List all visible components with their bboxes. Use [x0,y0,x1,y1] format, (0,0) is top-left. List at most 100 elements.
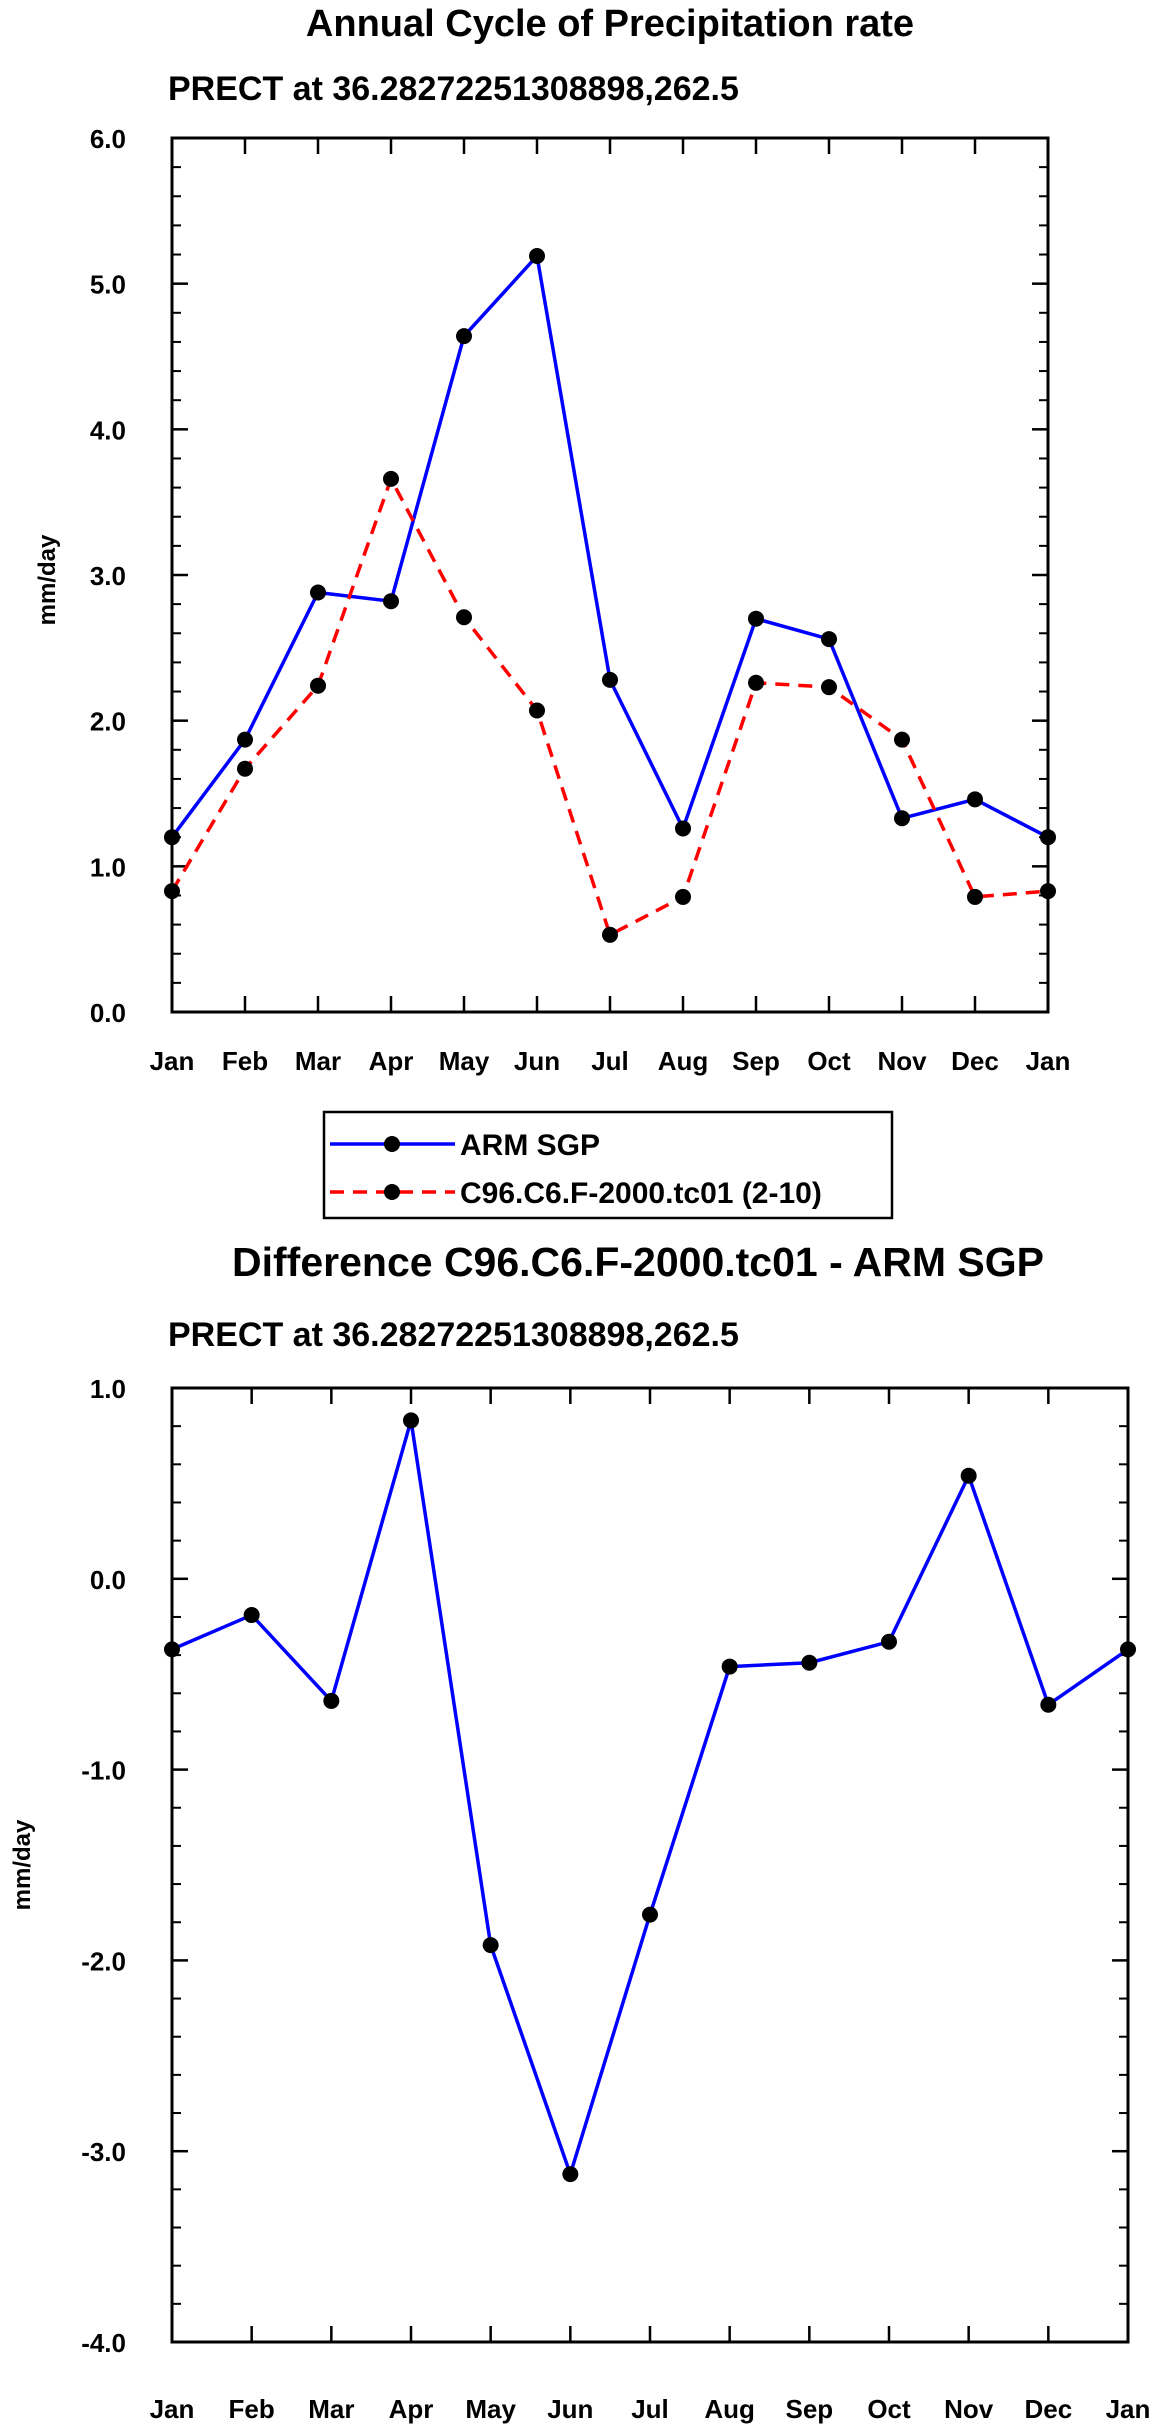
series-1-point [529,247,545,264]
x-tick-label: Nov [944,2394,994,2424]
series-1-point [383,593,399,610]
y-tick-label: -1.0 [81,1756,126,1786]
legend-marker-model [384,1184,400,1200]
chart2-plot-frame [170,1386,1130,2344]
series-line-2 [170,477,1049,937]
chart2-labels: Jan Feb Mar Apr May Jun Jul Aug Sep Oct Nov Dec Jan -… [81,1374,1150,2424]
series-1-point [1040,1696,1057,1713]
y-tick-label: 6.0 [90,124,126,154]
chart2-ticks [170,1386,1130,2344]
x-tick-label: Oct [807,1046,851,1076]
y-tick-label: 4.0 [90,415,126,445]
y-tick-label: 5.0 [90,270,126,300]
series-2-point [748,674,764,691]
x-tick-label: Feb [229,2394,275,2424]
chart1-legend: ARM SGP C96.C6.F-2000.tc01 (2-10) [322,1110,894,1220]
y-tick-label: 2.0 [90,707,126,737]
series-1-point [894,810,910,827]
series-1-point [1120,1641,1136,1658]
legend-box [322,1110,894,1220]
legend-label-arm-sgp: ARM SGP [460,1129,600,1162]
y-tick-label: 3.0 [90,561,126,591]
y-tick-label: 0.0 [90,998,126,1028]
x-tick-label: Jul [631,2394,669,2424]
chart1-title: Annual Cycle of Precipitation rate [306,3,914,45]
series-2-point [237,760,253,777]
series-1-point [675,820,691,837]
series-1-point [164,829,180,846]
series-1-point [403,1412,419,1429]
x-tick-label: Sep [785,2394,833,2424]
x-tick-label: Jan [1026,1046,1071,1076]
chart1-plot-frame [170,136,1050,1014]
series-1-point [164,1641,180,1658]
chart1-labels: Jan Feb Mar Apr May Jun Jul Aug Sep Oct Nov Dec Jan 0… [90,124,1071,1076]
x-tick-label: Jan [150,1046,195,1076]
y-tick-label: -4.0 [81,2328,126,2358]
chart1-y-axis-label: mm/day [34,534,61,625]
series-1-point [821,631,837,648]
series-1-point [881,1633,897,1650]
x-tick-label: Feb [222,1046,268,1076]
series-1-point [967,791,983,808]
series-2-point [602,926,618,943]
chart2-title: Difference C96.C6.F-2000.tc01 - ARM SGP [232,1239,1044,1285]
x-tick-label: Apr [369,1046,414,1076]
series-1-point [310,584,326,601]
series-1-point [237,731,253,748]
x-tick-label: Nov [877,1046,927,1076]
series-1-point [562,2166,579,2183]
y-tick-label: 1.0 [90,1374,126,1404]
series-2-point [675,888,691,905]
x-tick-label: Jun [514,1046,560,1076]
x-tick-label: Jun [547,2394,593,2424]
legend-label-model: C96.C6.F-2000.tc01 (2-10) [460,1177,822,1210]
series-1-point [801,1654,818,1671]
x-tick-label: Mar [295,1046,341,1076]
series-2-point [967,888,983,905]
series-1-point [748,610,764,627]
x-tick-label: Dec [1024,2394,1072,2424]
series-1-point [642,1906,658,1923]
series-2-point [894,731,910,748]
series-1-point [482,1937,499,1954]
series-2-point [456,609,472,626]
y-tick-label: 0.0 [90,1565,126,1595]
series-2-point [529,702,545,719]
series-1-point [960,1467,977,1484]
series-2-point [164,883,180,900]
series-1-point [1040,829,1056,846]
x-tick-label: Apr [389,2394,434,2424]
x-tick-label: Oct [867,2394,911,2424]
x-tick-label: Dec [951,1046,999,1076]
x-tick-label: Mar [308,2394,354,2424]
x-tick-label: Aug [658,1046,709,1076]
chart1-ticks [170,136,1050,1014]
x-tick-label: Aug [704,2394,755,2424]
legend-marker-arm-sgp [384,1136,400,1152]
x-tick-label: Jan [150,2394,195,2424]
y-tick-label: -3.0 [81,2137,126,2167]
series-line-1 [171,1418,1129,2176]
series-1-point [721,1658,738,1675]
series-1-point [456,328,472,345]
x-tick-label: Sep [732,1046,780,1076]
series-line-1 [170,254,1049,839]
x-tick-label: May [439,1046,490,1076]
y-tick-label: 1.0 [90,852,126,882]
series-1-point [602,671,618,688]
series-2-point [1040,883,1056,900]
y-tick-label: -2.0 [81,1946,126,1976]
x-tick-label: Jul [591,1046,629,1076]
chart1-subtitle: PRECT at 36.28272251308898,262.5 [168,70,739,108]
series-2-point [383,470,399,487]
chart2-series [164,1412,1136,2183]
series-1-point [243,1607,260,1624]
chart2-y-axis-label: mm/day [9,1819,36,1910]
x-tick-label: May [465,2394,516,2424]
chart1-series [164,247,1056,943]
x-tick-label: Jan [1106,2394,1151,2424]
series-1-point [323,1692,340,1709]
series-2-point [821,679,837,696]
